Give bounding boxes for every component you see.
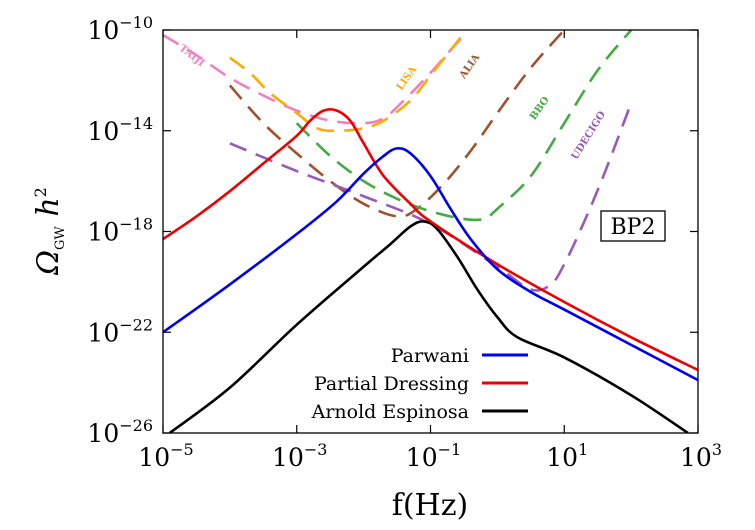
detector-label-bbo: BBO: [528, 95, 552, 123]
series-partial-dressing: [163, 108, 698, 372]
legend-item: Parwani: [391, 345, 528, 367]
series-bbo: [295, 30, 633, 222]
x-tick-label: 10−5: [138, 440, 193, 472]
y-tick-label: 10−18: [87, 215, 153, 247]
detector-label-udecigo: UDECIGO: [570, 109, 609, 162]
y-axis-label: ΩGW h2: [31, 187, 68, 276]
y-tick-label: 10−26: [87, 416, 153, 448]
legend-label: Partial Dressing: [314, 373, 469, 395]
series-layer: [163, 30, 698, 433]
tick-layer: 10−5 10−3 10−1 101 103 10−10 10−14 10−18 10−22 10…: [87, 13, 722, 472]
series-lisa: [229, 36, 462, 133]
series-udecigo: [229, 102, 633, 292]
y-tick-label: 10−10: [87, 13, 153, 45]
y-tick-label: 10−22: [87, 315, 153, 347]
bp-annotation-text: BP2: [611, 215, 656, 240]
legend: Parwani Partial Dressing Arnold Espinosa: [311, 345, 528, 423]
x-tick-label: 10−3: [272, 440, 327, 472]
x-axis-label: f(Hz): [392, 488, 468, 523]
legend-item: Arnold Espinosa: [311, 401, 528, 423]
bp-annotation: BP2: [600, 210, 666, 242]
detector-label-alia: ALIA: [457, 52, 482, 82]
y-tick-label: 10−14: [87, 114, 153, 146]
series-arnold-espinosa: [168, 220, 689, 433]
series-parwani: [163, 146, 698, 382]
series-taiji: [163, 33, 465, 125]
x-tick-label: 103: [680, 440, 722, 472]
x-tick-label: 10−1: [406, 440, 461, 472]
legend-label: Arnold Espinosa: [311, 401, 469, 423]
legend-label: Parwani: [391, 345, 469, 367]
series-alia: [228, 30, 566, 218]
bp-annotation-box: [600, 210, 666, 242]
legend-item: Partial Dressing: [314, 373, 528, 395]
x-tick-label: 101: [546, 440, 588, 472]
detector-label-taiji: TAIJI: [177, 43, 207, 70]
